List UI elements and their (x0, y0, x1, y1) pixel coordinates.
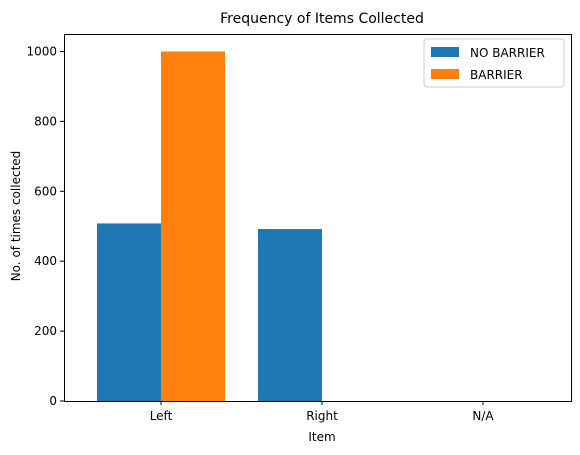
legend-swatch (431, 47, 459, 57)
y-tick-label: 600 (34, 184, 57, 198)
chart-title: Frequency of Items Collected (220, 11, 424, 27)
x-tick-label: N/A (472, 409, 494, 423)
y-axis-label: No. of times collected (9, 151, 23, 282)
plot-frame (64, 34, 572, 402)
legend-label: BARRIER (470, 68, 523, 82)
x-axis-label: Item (308, 430, 335, 444)
y-tick-label: 200 (34, 324, 57, 338)
y-axis: 0 200 400 600 800 1000 (26, 44, 64, 408)
x-tick-label: Right (306, 409, 338, 423)
x-axis: Left Right N/A (150, 401, 494, 423)
bar-no-barrier-left (97, 223, 161, 401)
y-tick-label: 800 (34, 114, 57, 128)
bar-barrier-left (161, 51, 225, 401)
y-tick-label: 1000 (26, 44, 57, 58)
legend-label: NO BARRIER (470, 46, 545, 60)
bar-no-barrier-right (258, 229, 322, 401)
legend: NO BARRIER BARRIER (423, 38, 565, 88)
legend-swatch (431, 69, 459, 79)
plot-area (64, 34, 572, 402)
y-tick-label: 400 (34, 254, 57, 268)
x-tick-label: Left (150, 409, 173, 423)
y-tick-label: 0 (49, 394, 57, 408)
